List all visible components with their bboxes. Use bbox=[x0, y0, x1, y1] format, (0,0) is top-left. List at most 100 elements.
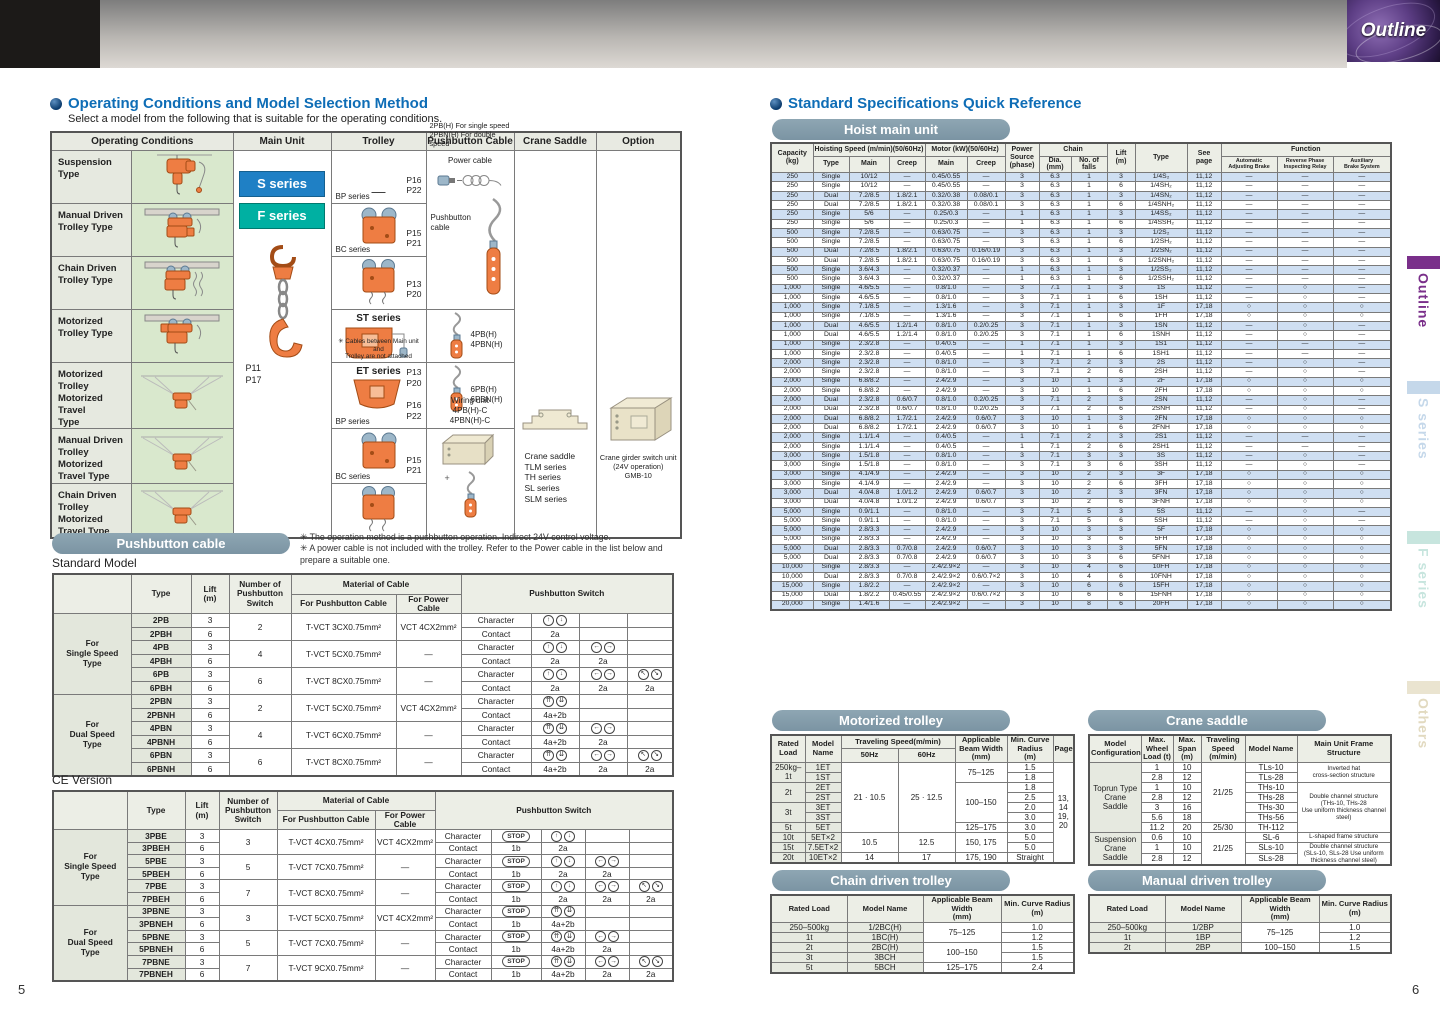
table-cell: For Single Speed Type bbox=[52, 613, 132, 696]
table-cell: 250 bbox=[770, 200, 814, 211]
table-cell: 6 bbox=[1106, 200, 1136, 211]
table-cell: 1 bbox=[1070, 209, 1108, 220]
table-cell: ↑ ↓ bbox=[530, 613, 580, 628]
manual-driven-trolley-pill: Manual driven trolley bbox=[1088, 870, 1326, 891]
table-cell: ○ bbox=[1332, 497, 1392, 508]
table-cell: 3 bbox=[1106, 413, 1136, 425]
table-cell: T-VCT 3CX0.75mm² bbox=[290, 613, 397, 642]
table-cell: 6 bbox=[1106, 516, 1136, 527]
table-cell: 1 bbox=[1070, 376, 1108, 388]
table-cell: 2.3/2.8 bbox=[848, 348, 890, 360]
table-cell: 5,000 bbox=[770, 506, 814, 518]
table-cell: 2 bbox=[1070, 432, 1108, 443]
table-cell: Character bbox=[434, 929, 492, 944]
bullet-icon bbox=[50, 97, 62, 110]
table-cell: 12.5 bbox=[897, 831, 956, 853]
table-row: 3,000 Single 4.1/4.9—2.4/2.9—3 10 2 6 3FH 17,18… bbox=[770, 478, 1392, 490]
table-cell: 3 bbox=[1106, 469, 1136, 480]
table-cell: — bbox=[966, 237, 1006, 248]
table-cell: — bbox=[888, 599, 926, 611]
side-tab-s-series[interactable]: S series bbox=[1407, 381, 1440, 465]
table-cell: Single bbox=[812, 581, 850, 592]
table-cell bbox=[626, 694, 674, 709]
table-cell bbox=[628, 904, 674, 919]
table-cell: 4.1/4.9 bbox=[848, 478, 890, 490]
down-arrow-button-icon: ↓ bbox=[556, 641, 567, 653]
up-arrow-button-icon: ↑ bbox=[551, 830, 562, 842]
table-cell: 6.8/8.2 bbox=[848, 385, 890, 397]
table-cell: — bbox=[1332, 209, 1392, 220]
side-tab-f-series[interactable]: F series bbox=[1407, 531, 1440, 614]
table-cell: 5FH bbox=[1134, 534, 1188, 546]
table-cell: 1 bbox=[1070, 237, 1108, 248]
table-cell: 7.2/8.5 bbox=[848, 255, 890, 267]
se-arrow-button-icon: ↘ bbox=[650, 749, 662, 761]
dup-arrow-button-icon: ⇈ bbox=[543, 695, 554, 707]
table-cell: 1/4SSH₂ bbox=[1134, 218, 1188, 229]
table-cell: Contact bbox=[460, 626, 532, 642]
table-cell: T-VCT 5CX0.75mm² bbox=[290, 694, 397, 723]
right-arrow-button-icon: → bbox=[608, 880, 619, 892]
table-cell: Character bbox=[434, 879, 492, 894]
side-tab-outline[interactable]: Outline bbox=[1407, 256, 1440, 333]
table-cell: Character bbox=[434, 829, 492, 843]
table-cell: ⇈ ⇊ bbox=[540, 904, 586, 919]
table-cell: 1 bbox=[1140, 761, 1174, 773]
table-row: 500 Single 3.6/4.3—0.32/0.37—1 6.3 1 6 1/2SSH₂… bbox=[770, 274, 1392, 285]
table-row: Suspension Type S series F series P11 P1… bbox=[50, 121, 682, 539]
table-row: 5t 5ET 125–175 3.0 bbox=[770, 821, 1074, 833]
table-cell: 11,12 bbox=[1186, 181, 1222, 192]
table-cell: — bbox=[888, 581, 926, 592]
table-cell: 11,12 bbox=[1186, 200, 1222, 211]
table-cell: 2,000 bbox=[770, 395, 814, 406]
side-tab-others[interactable]: Others bbox=[1407, 681, 1440, 754]
table-cell: 1FH bbox=[1134, 311, 1188, 322]
table-cell: 4.0/4.8 bbox=[848, 497, 890, 508]
table-cell: 1.8/2.1 bbox=[888, 255, 926, 267]
table-cell: 1.2/1.4 bbox=[888, 330, 926, 341]
table-cell: VCT 4CX2mm² bbox=[395, 694, 462, 723]
table-cell: 6 bbox=[1106, 571, 1136, 583]
table-cell: ○ bbox=[1276, 571, 1334, 583]
table-cell: ⇈ ⇊ bbox=[530, 721, 580, 736]
table-cell: 5,000 bbox=[770, 544, 814, 555]
table-cell: 75–125 bbox=[922, 921, 1002, 943]
table-cell: 6 bbox=[184, 841, 220, 856]
table-cell: 3 bbox=[1070, 451, 1108, 462]
table-cell: Contact bbox=[460, 707, 532, 723]
table-cell: 11,12 bbox=[1186, 237, 1222, 248]
table-cell: ○ bbox=[1276, 534, 1334, 546]
table-cell: 2.8/3.3 bbox=[848, 562, 890, 573]
table-cell: 7.1 bbox=[1038, 451, 1072, 462]
stop-button-icon: STOP bbox=[502, 830, 530, 842]
table-cell: 3S bbox=[1134, 451, 1188, 462]
table-row: 7PBE 3 7 T-VCT 8CX0.75mm² — Character STOP ↑ ↓ ← →… bbox=[53, 879, 674, 906]
table-cell: 1b bbox=[490, 942, 542, 956]
table-header-row: Rated Load Model Name Applicable Beam Widt… bbox=[770, 894, 1075, 923]
table-cell: 7 bbox=[218, 879, 278, 906]
table-row: 5,000 Dual 2.8/3.3 0.7/0.8 2.4/2.9 0.6/0.7 3 10… bbox=[770, 544, 1392, 555]
table-cell: 2SNH bbox=[1134, 404, 1188, 415]
side-tab-label: F series bbox=[1415, 548, 1432, 609]
table-header-cell: Type bbox=[126, 790, 186, 831]
table-cell: 2a bbox=[578, 653, 628, 669]
nw-arrow-button-icon: ↖ bbox=[638, 880, 650, 892]
table-header-cell: Applicable Beam Width (mm) bbox=[922, 894, 1002, 923]
table-cell: Single bbox=[812, 562, 850, 573]
table-cell: 0.2/0.25 bbox=[966, 320, 1006, 332]
table-header-cell: Main Unit Frame Structure bbox=[1296, 734, 1392, 763]
power-cable-label: Power cable bbox=[447, 156, 493, 165]
table-cell: 6.3 bbox=[1038, 181, 1072, 192]
model-selection-table: Operating Conditions Main Unit Trolley P… bbox=[50, 121, 682, 540]
down-arrow-button-icon: ↓ bbox=[564, 830, 575, 842]
table-cell: ← → bbox=[584, 955, 630, 969]
table-cell: ○ bbox=[1220, 553, 1278, 564]
up-arrow-button-icon: ↑ bbox=[543, 641, 554, 653]
table-cell: 1.1/1.4 bbox=[848, 432, 890, 443]
table-cell: 2S bbox=[1134, 358, 1188, 369]
table-cell: ← → bbox=[578, 667, 628, 682]
table-row: 15,000 Dual 1.8/2.2 0.45/0.55 2.4/2.9×2 0.6/0… bbox=[770, 590, 1392, 601]
table-cell: 7.1 bbox=[1038, 330, 1072, 341]
table-cell: — bbox=[1220, 348, 1278, 360]
pushbutton-pendant-illustration bbox=[467, 197, 509, 301]
